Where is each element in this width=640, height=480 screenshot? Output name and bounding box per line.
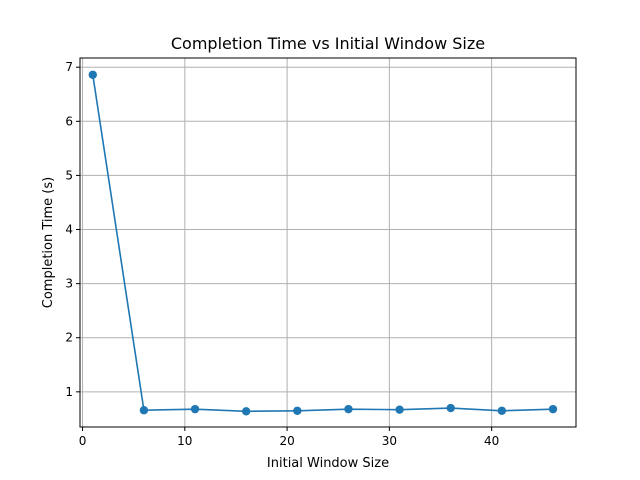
data-point [395, 405, 404, 414]
y-axis-label: Completion Time (s) [41, 177, 56, 308]
data-point [548, 404, 558, 414]
y-tick-label: 4 [65, 223, 73, 237]
data-point [497, 406, 507, 415]
data-point [293, 406, 302, 415]
plot-frame [79, 57, 577, 428]
ticks: 0 10 20 30 40 1 2 3 4 5 6 7 [65, 60, 499, 448]
y-tick-label: 7 [65, 60, 73, 74]
x-axis-label: Initial Window Size [267, 456, 389, 471]
chart-title: Completion Time vs Initial Window Size [171, 34, 485, 53]
x-tick-label: 40 [484, 434, 499, 448]
data-point [88, 70, 97, 79]
y-tick-label: 2 [65, 331, 73, 345]
y-tick-label: 5 [65, 168, 73, 182]
data-point [190, 404, 200, 414]
data-point [446, 403, 455, 413]
grid [80, 58, 576, 427]
x-tick-label: 10 [177, 434, 192, 448]
y-tick-label: 6 [65, 114, 73, 128]
x-tick-label: 20 [279, 434, 294, 448]
series-line [91, 74, 554, 413]
y-tick-label: 1 [65, 385, 73, 399]
data-point [344, 404, 353, 414]
data-point [139, 406, 149, 415]
series-layer [88, 70, 558, 416]
y-tick-label: 3 [65, 277, 73, 291]
x-tick-label: 30 [382, 434, 397, 448]
data-point [241, 407, 251, 416]
x-tick-label: 0 [79, 434, 87, 448]
